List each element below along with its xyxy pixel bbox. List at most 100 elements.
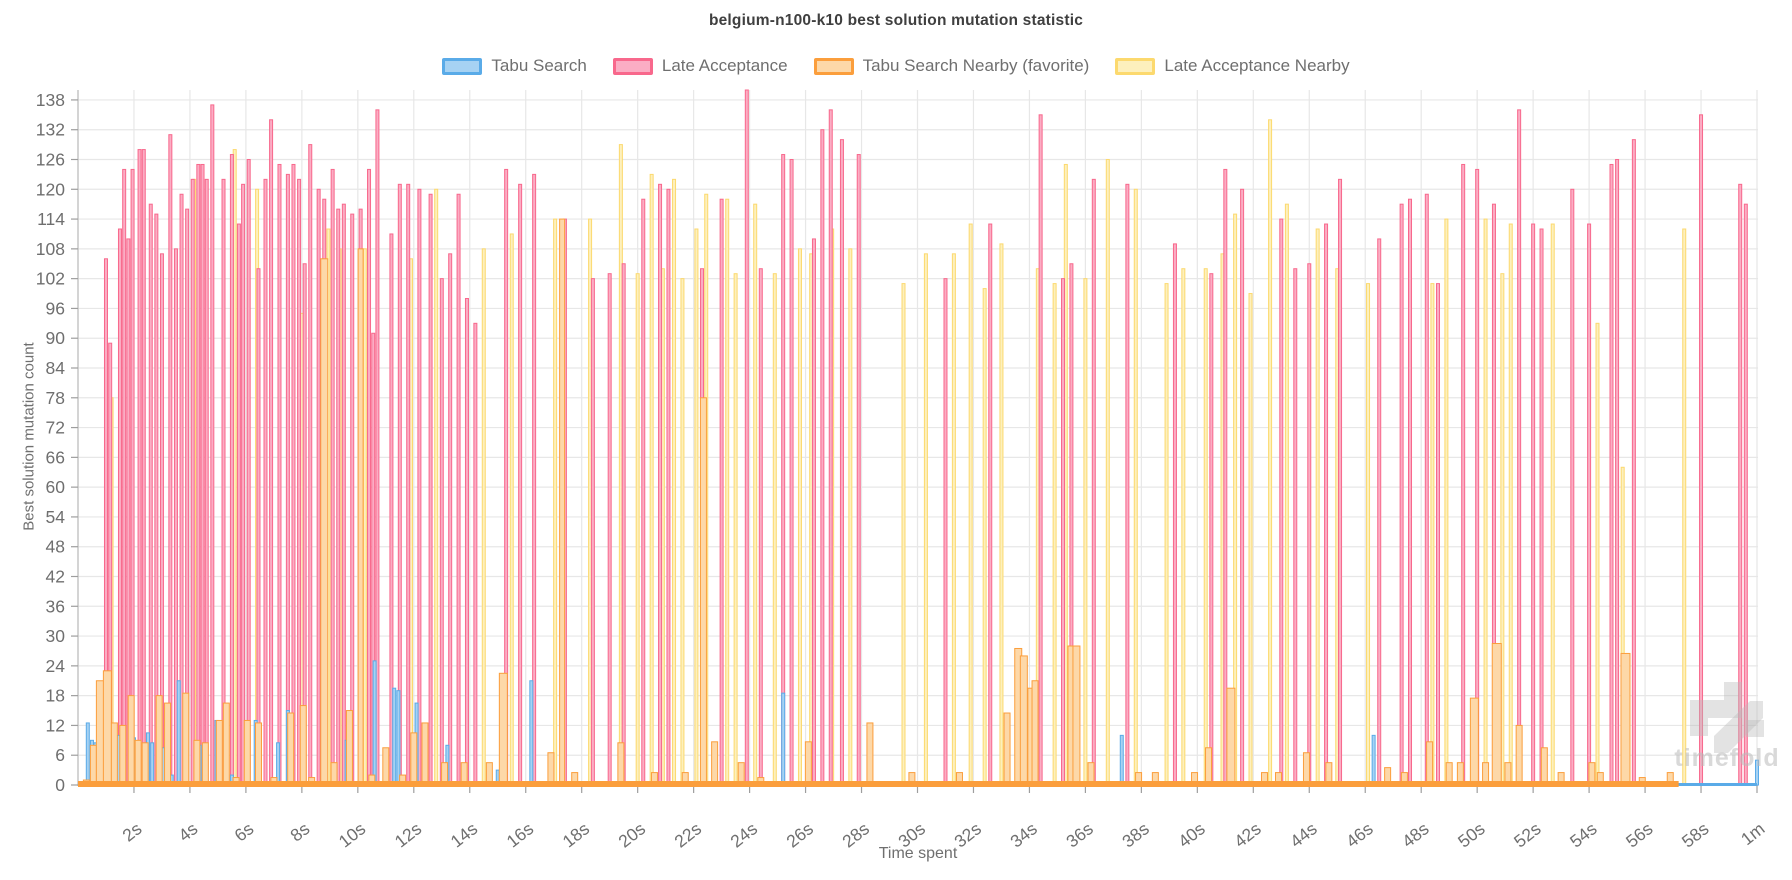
bar-late-acceptance[interactable] — [744, 89, 749, 786]
bar-late-acceptance[interactable] — [719, 198, 724, 786]
bar-late-acceptance[interactable] — [1377, 238, 1382, 786]
bar-late-acceptance-nearby[interactable] — [680, 278, 685, 786]
bar-tabu-search-nearby[interactable] — [110, 722, 118, 786]
bar-late-acceptance-nearby[interactable] — [1315, 228, 1320, 786]
bar-late-acceptance[interactable] — [117, 228, 122, 786]
bar-late-acceptance[interactable] — [204, 178, 209, 786]
bar-late-acceptance[interactable] — [1091, 178, 1096, 786]
bar-tabu-search-nearby[interactable] — [617, 742, 625, 786]
bar-late-acceptance[interactable] — [1209, 273, 1214, 786]
bar-late-acceptance[interactable] — [1539, 228, 1544, 786]
bar-late-acceptance-nearby[interactable] — [1682, 228, 1687, 786]
bar-late-acceptance[interactable] — [285, 173, 290, 786]
bar-tabu-search-nearby[interactable] — [141, 742, 149, 786]
bar-tabu-search-nearby[interactable] — [498, 672, 508, 786]
bar-tabu-search-nearby[interactable] — [1072, 645, 1081, 786]
bar-tabu-search-nearby[interactable] — [155, 695, 163, 786]
bar-late-acceptance[interactable] — [1293, 268, 1298, 786]
bar-late-acceptance[interactable] — [341, 203, 346, 786]
bar-tabu-search-nearby[interactable] — [866, 722, 874, 786]
bar-late-acceptance-nearby[interactable] — [1444, 218, 1449, 786]
bar-late-acceptance-nearby[interactable] — [553, 218, 558, 786]
bar-tabu-search[interactable] — [372, 660, 377, 786]
bar-late-acceptance[interactable] — [308, 144, 313, 786]
bar-tabu-search-nearby[interactable] — [1226, 687, 1236, 786]
bar-tabu-search[interactable] — [1755, 759, 1759, 786]
bar-late-acceptance-nearby[interactable] — [635, 273, 640, 786]
bar-late-acceptance-nearby[interactable] — [362, 248, 367, 786]
bar-late-acceptance-nearby[interactable] — [1052, 283, 1057, 786]
bar-late-acceptance[interactable] — [417, 188, 422, 786]
bar-late-acceptance-nearby[interactable] — [434, 188, 439, 786]
bar-late-acceptance-nearby[interactable] — [982, 288, 987, 786]
bar-late-acceptance[interactable] — [607, 273, 612, 786]
bar-tabu-search-nearby[interactable] — [410, 732, 418, 786]
bar-late-acceptance-nearby[interactable] — [901, 283, 906, 786]
bar-late-acceptance[interactable] — [1240, 188, 1245, 786]
bar-late-acceptance[interactable] — [641, 198, 646, 786]
bar-late-acceptance-nearby[interactable] — [772, 273, 777, 786]
bar-tabu-search-nearby[interactable] — [804, 741, 812, 786]
bar-late-acceptance[interactable] — [291, 163, 296, 786]
bar-tabu-search-nearby[interactable] — [254, 722, 262, 786]
bar-late-acceptance[interactable] — [196, 163, 201, 786]
bar-late-acceptance[interactable] — [1338, 178, 1343, 786]
bar-late-acceptance[interactable] — [1307, 263, 1312, 786]
bar-late-acceptance-nearby[interactable] — [649, 173, 654, 786]
bar-late-acceptance[interactable] — [518, 183, 523, 786]
bar-late-acceptance[interactable] — [1038, 114, 1043, 786]
bar-late-acceptance[interactable] — [367, 168, 372, 786]
bar-late-acceptance[interactable] — [1631, 139, 1636, 786]
bar-late-acceptance[interactable] — [256, 268, 261, 786]
bar-late-acceptance-nearby[interactable] — [1483, 218, 1488, 786]
bar-late-acceptance[interactable] — [839, 139, 844, 786]
bar-late-acceptance[interactable] — [130, 168, 135, 786]
bar-tabu-search-nearby[interactable] — [201, 742, 209, 786]
bar-late-acceptance[interactable] — [590, 278, 595, 786]
bar-tabu-search-nearby[interactable] — [1031, 680, 1039, 786]
bar-late-acceptance[interactable] — [789, 159, 794, 786]
bar-late-acceptance[interactable] — [1475, 168, 1480, 786]
bar-tabu-search-nearby[interactable] — [1302, 752, 1310, 786]
bar-late-acceptance[interactable] — [811, 238, 816, 786]
bar-tabu-search-nearby[interactable] — [127, 695, 135, 786]
bar-late-acceptance-nearby[interactable] — [999, 243, 1004, 786]
bar-tabu-search-nearby[interactable] — [357, 248, 364, 786]
bar-late-acceptance[interactable] — [1587, 223, 1592, 786]
bar-tabu-search[interactable] — [1119, 734, 1124, 786]
bar-late-acceptance[interactable] — [200, 163, 205, 786]
bar-late-acceptance[interactable] — [1399, 203, 1404, 786]
bar-late-acceptance[interactable] — [148, 203, 153, 786]
bar-late-acceptance-nearby[interactable] — [1181, 268, 1186, 786]
bar-tabu-search[interactable] — [176, 680, 181, 786]
bar-late-acceptance-nearby[interactable] — [481, 248, 486, 786]
bar-late-acceptance[interactable] — [666, 188, 671, 786]
bar-late-acceptance[interactable] — [448, 253, 453, 786]
bar-late-acceptance[interactable] — [621, 263, 626, 786]
bar-tabu-search-nearby[interactable] — [382, 747, 390, 786]
bar-late-acceptance[interactable] — [1531, 223, 1536, 786]
bar-tabu-search-nearby[interactable] — [102, 670, 112, 786]
bar-late-acceptance-nearby[interactable] — [797, 248, 802, 786]
bar-late-acceptance[interactable] — [1609, 163, 1614, 786]
bar-late-acceptance-nearby[interactable] — [1105, 159, 1110, 786]
bar-late-acceptance[interactable] — [168, 134, 173, 786]
bar-late-acceptance[interactable] — [236, 223, 241, 786]
bar-late-acceptance[interactable] — [221, 178, 226, 786]
bar-late-acceptance[interactable] — [210, 104, 215, 786]
bar-late-acceptance[interactable] — [229, 154, 234, 786]
bar-tabu-search[interactable] — [529, 680, 534, 786]
legend-item-late-acceptance-nearby[interactable]: Late Acceptance Nearby — [1115, 56, 1350, 76]
bar-late-acceptance[interactable] — [137, 149, 142, 786]
bar-late-acceptance[interactable] — [1615, 159, 1620, 786]
bar-tabu-search[interactable] — [1371, 734, 1376, 786]
bar-late-acceptance[interactable] — [988, 223, 993, 786]
bar-late-acceptance[interactable] — [269, 119, 274, 786]
bar-late-acceptance[interactable] — [781, 154, 786, 786]
bar-late-acceptance-nearby[interactable] — [733, 273, 738, 786]
bar-late-acceptance[interactable] — [1699, 114, 1704, 786]
bar-tabu-search-nearby[interactable] — [1491, 643, 1502, 786]
bar-late-acceptance[interactable] — [820, 129, 825, 786]
bar-tabu-search-nearby[interactable] — [320, 258, 329, 786]
bar-tabu-search[interactable] — [396, 690, 401, 786]
